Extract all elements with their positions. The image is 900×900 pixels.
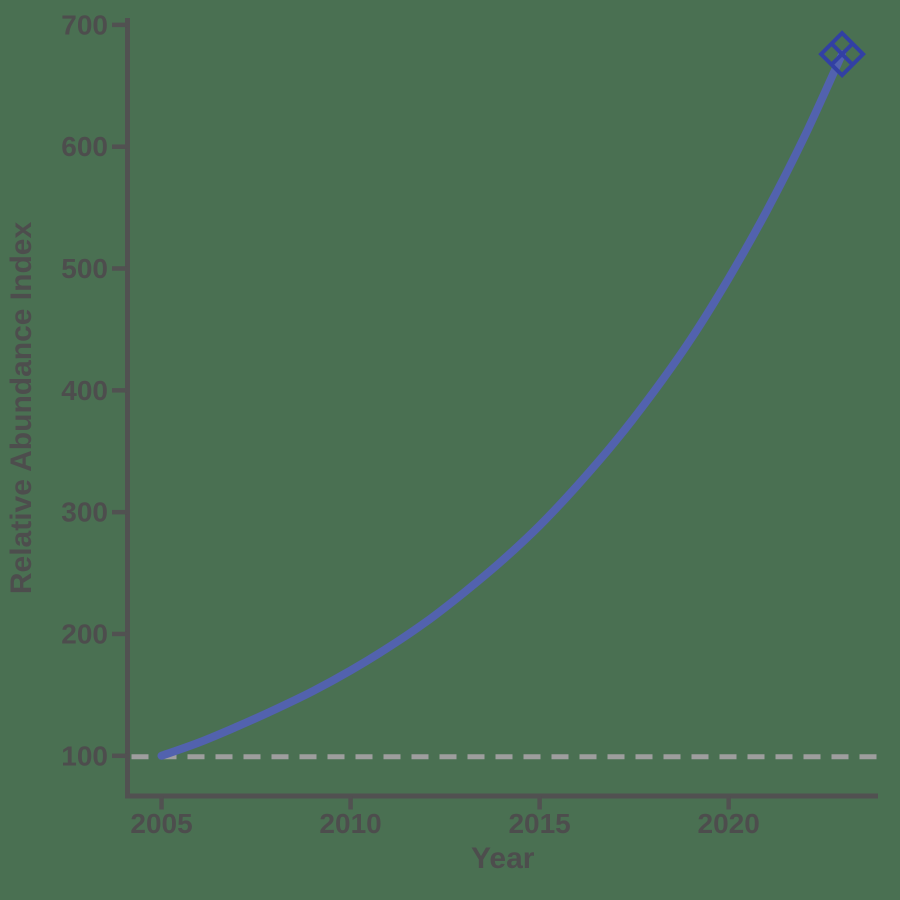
x-tick-label: 2020 [698, 808, 760, 839]
y-tick-label: 500 [61, 253, 108, 284]
y-tick-label: 600 [61, 131, 108, 162]
x-axis-ticks: 2005 2010 2015 2020 [130, 796, 760, 839]
y-tick-label: 200 [61, 618, 108, 649]
y-axis-ticks: 100 200 300 400 500 600 700 [61, 9, 128, 771]
x-tick-label: 2010 [319, 808, 381, 839]
x-tick-label: 2005 [130, 808, 192, 839]
y-axis-title: Relative Abundance Index [5, 222, 38, 595]
y-tick-label: 100 [61, 740, 108, 771]
x-tick-label: 2015 [508, 808, 570, 839]
y-tick-label: 300 [61, 497, 108, 528]
x-axis-title: Year [471, 842, 535, 875]
y-tick-label: 700 [61, 9, 108, 40]
diamond-x-marker-icon [818, 30, 866, 78]
series-line [157, 50, 847, 760]
y-tick-label: 400 [61, 375, 108, 406]
